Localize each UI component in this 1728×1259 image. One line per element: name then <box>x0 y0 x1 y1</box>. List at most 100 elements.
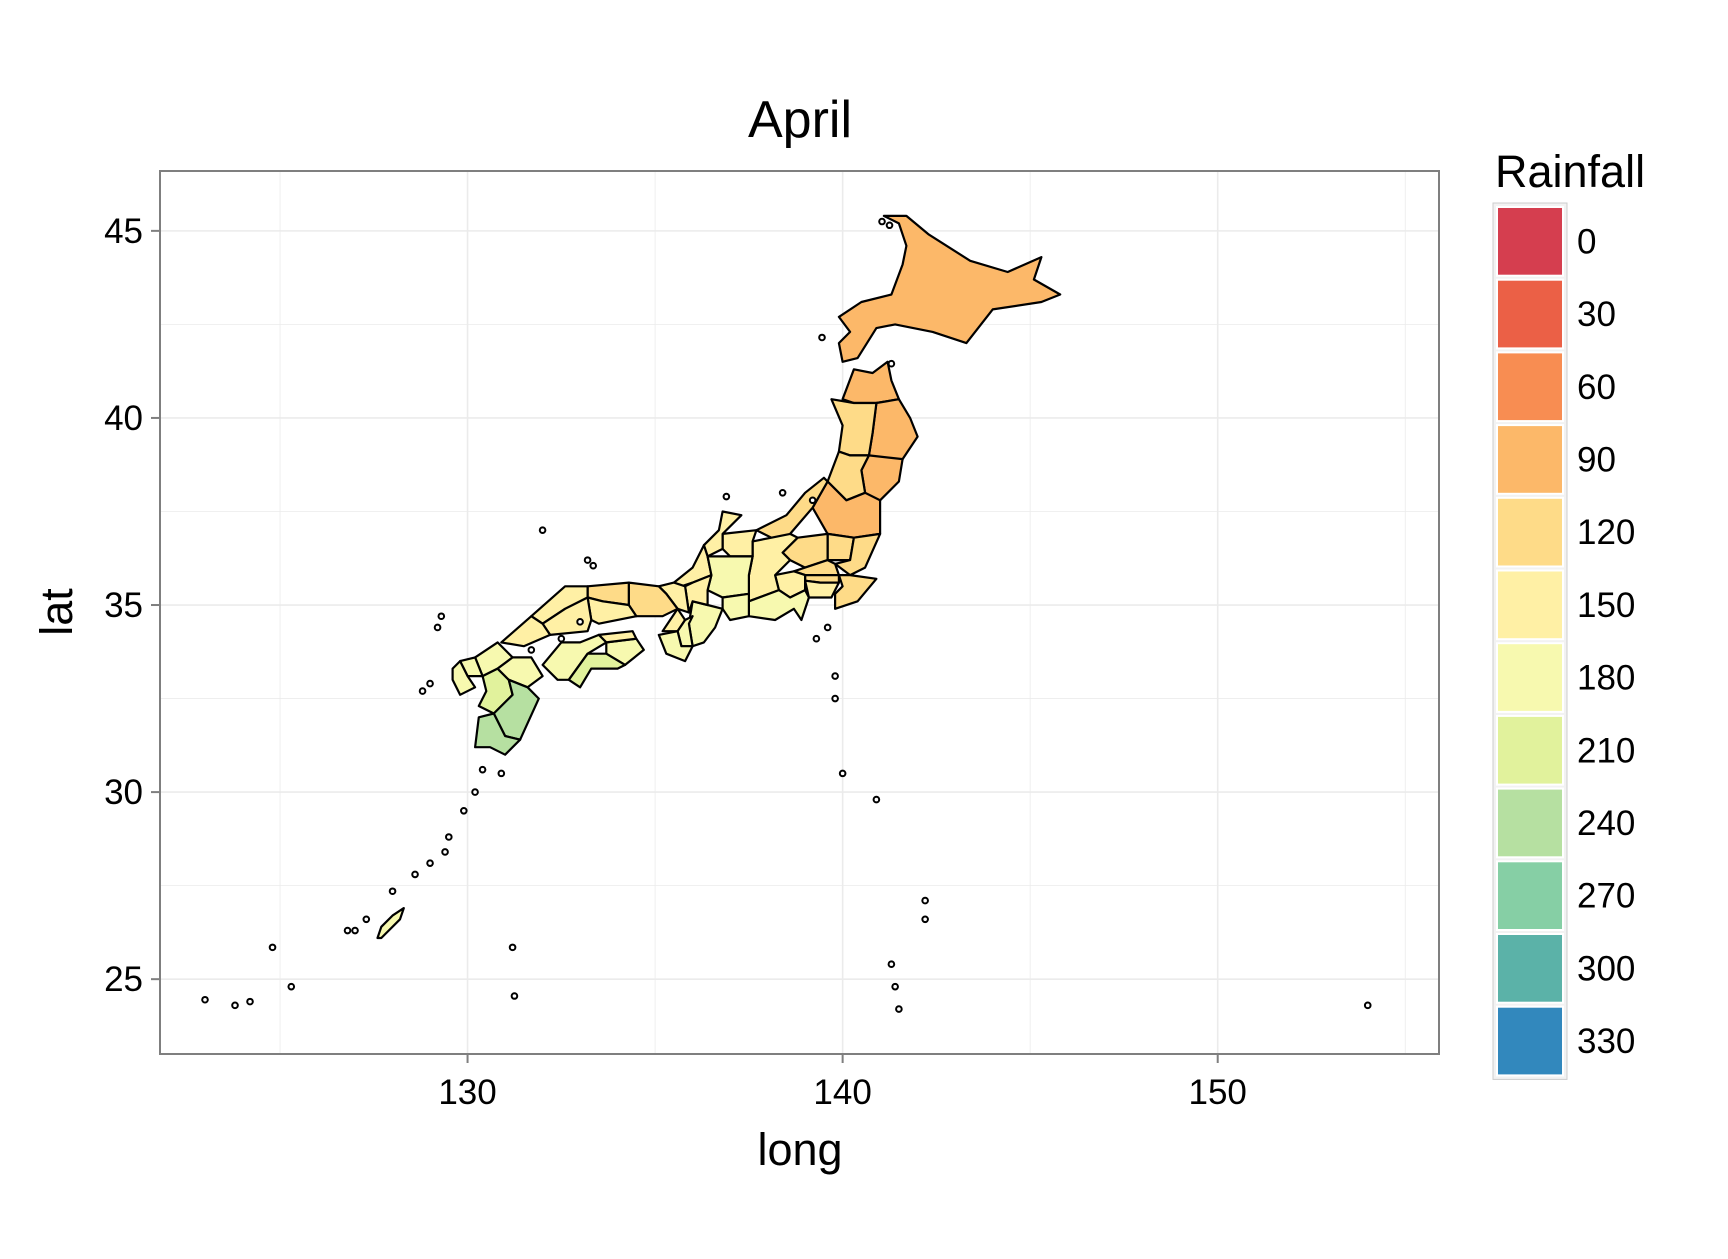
island-mark <box>343 926 352 935</box>
island-mark <box>460 807 468 815</box>
island-mark <box>921 915 929 924</box>
legend-key <box>1496 787 1564 859</box>
island-mark <box>437 612 446 621</box>
legend-key <box>1496 351 1564 423</box>
region-toyama <box>721 529 758 558</box>
region-okinawa <box>376 907 405 940</box>
island-mark <box>441 848 449 856</box>
island-mark <box>497 769 506 778</box>
island-mark <box>471 788 479 796</box>
region-nagasaki <box>451 660 477 696</box>
region-aichi <box>721 592 750 622</box>
legend-key <box>1496 206 1564 277</box>
island-mark <box>201 995 209 1004</box>
panel-border <box>159 170 1440 1055</box>
island-mark <box>362 915 371 924</box>
island-mark <box>818 333 826 342</box>
legend-key <box>1496 714 1564 786</box>
island-mark <box>426 679 434 688</box>
x-tick-label: 150 <box>1189 1073 1247 1112</box>
legend-keys: 0 30 60 90 120 150 180 210 240 270 300 330 <box>1492 202 1635 1080</box>
legend-title: Rainfall <box>1495 146 1645 197</box>
region-ishikawa <box>702 510 743 558</box>
region-chiba <box>834 574 878 610</box>
region-kochi <box>567 652 627 689</box>
region-shizuoka <box>747 589 810 622</box>
island-mark <box>891 982 899 991</box>
island-mark <box>445 833 453 841</box>
x-axis: 130 140 150 <box>438 1054 1247 1112</box>
island-mark <box>831 672 839 680</box>
gridlines <box>160 171 1439 1054</box>
island-mark <box>812 634 821 643</box>
legend-key <box>1496 496 1564 568</box>
legend-label: 270 <box>1577 877 1635 916</box>
island-mark <box>433 623 442 632</box>
island-mark <box>887 359 896 368</box>
island-mark <box>872 795 881 804</box>
island-mark <box>231 1001 239 1010</box>
island-mark <box>808 496 817 505</box>
region-hokkaido <box>837 214 1062 363</box>
legend-label: 240 <box>1577 804 1635 843</box>
island-mark <box>887 960 896 969</box>
y-axis: 25 30 35 40 45 <box>104 212 160 999</box>
y-tick-label: 45 <box>104 212 143 251</box>
region-wakayama <box>657 630 694 663</box>
island-mark <box>838 769 847 778</box>
region-kanagawa <box>804 579 840 599</box>
legend-label: 90 <box>1577 440 1616 479</box>
legend-key <box>1496 424 1564 495</box>
island-mark <box>885 221 894 230</box>
region-gifu <box>706 555 754 599</box>
island-mark <box>268 943 277 952</box>
x-tick-label: 140 <box>813 1073 871 1112</box>
island-mark <box>478 765 487 774</box>
island-mark <box>426 859 434 867</box>
legend-key <box>1496 1005 1564 1077</box>
island-mark <box>831 694 839 703</box>
region-yamaguchi <box>500 615 552 648</box>
legend-label: 150 <box>1577 586 1635 625</box>
y-tick-label: 30 <box>104 773 143 812</box>
map-regions <box>201 214 1372 1013</box>
legend-label: 330 <box>1577 1022 1635 1061</box>
island-mark <box>778 488 787 497</box>
x-tick-label: 130 <box>438 1073 496 1112</box>
legend-label: 30 <box>1577 295 1616 334</box>
x-axis-label: long <box>757 1124 842 1175</box>
island-mark <box>388 887 397 896</box>
island-mark <box>895 1005 903 1013</box>
island-mark <box>351 926 359 935</box>
legend-key <box>1496 933 1564 1004</box>
island-mark <box>557 634 566 643</box>
chart-title: April <box>748 91 852 149</box>
island-mark <box>878 217 886 226</box>
island-mark <box>921 896 929 905</box>
legend-key <box>1496 278 1564 350</box>
legend-label: 60 <box>1577 368 1616 407</box>
legend-label: 180 <box>1577 659 1635 698</box>
island-mark <box>246 997 254 1006</box>
island-mark <box>589 561 598 570</box>
legend-label: 300 <box>1577 949 1635 988</box>
island-mark <box>508 943 517 952</box>
y-tick-label: 40 <box>104 399 143 438</box>
y-tick-label: 35 <box>104 586 143 625</box>
legend-key <box>1496 642 1564 713</box>
island-mark <box>583 556 592 564</box>
island-mark <box>510 992 519 1000</box>
island-mark <box>527 646 536 654</box>
island-mark <box>538 526 547 534</box>
legend-label: 120 <box>1577 513 1635 552</box>
legend-label: 210 <box>1577 731 1635 770</box>
y-tick-label: 25 <box>104 960 143 999</box>
island-mark <box>576 618 584 626</box>
island-mark <box>418 687 427 695</box>
island-mark <box>1363 1001 1372 1010</box>
island-mark <box>823 623 832 632</box>
legend: Rainfall 0 30 60 90 120 150 180 210 240 270 300 330 <box>1492 146 1645 1080</box>
region-ehime <box>541 633 608 681</box>
island-mark <box>722 492 731 501</box>
